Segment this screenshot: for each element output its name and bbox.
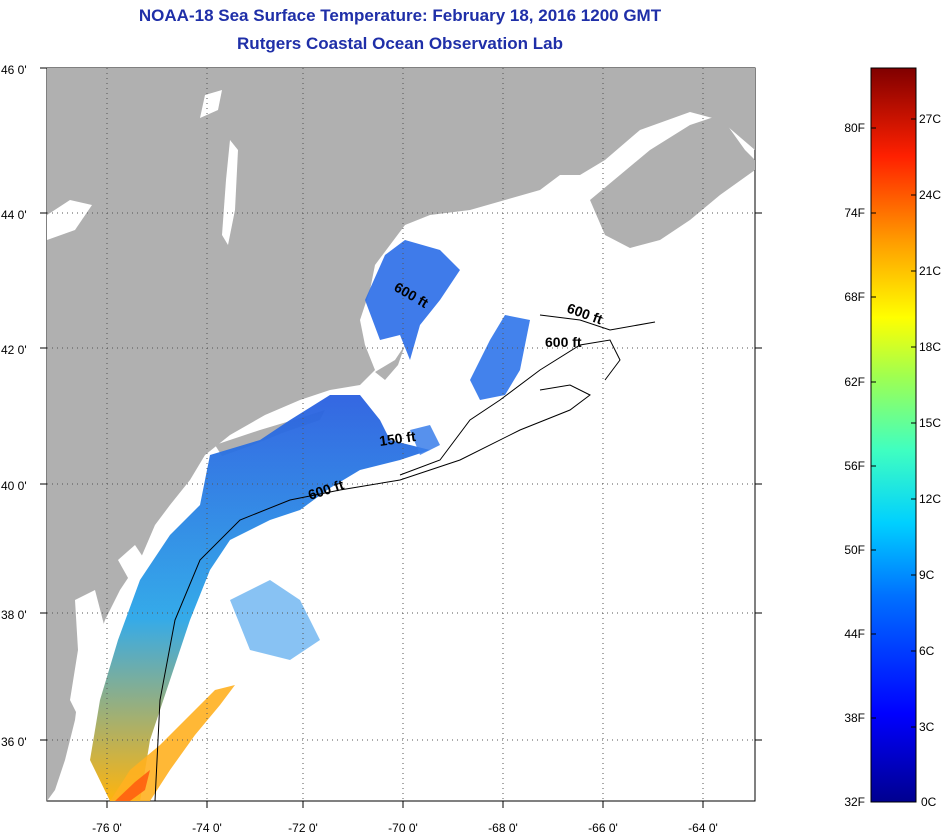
colorbar-f-62: 62F	[844, 375, 865, 389]
chesapeake-bay	[70, 590, 108, 730]
lon-label-70: -70 0'	[388, 821, 418, 835]
colorbar-c-27: 27C	[919, 112, 941, 126]
colorbar-c-ticks	[911, 118, 916, 728]
lat-label-40: 40 0'	[1, 479, 27, 493]
lat-label-46: 46 0'	[1, 63, 27, 77]
colorbar-f-32: 32F	[844, 795, 865, 809]
land-nova-scotia	[590, 115, 755, 248]
grid-lines	[47, 68, 755, 801]
lat-axis	[40, 67, 762, 741]
map-subtitle: Rutgers Coastal Ocean Observation Lab	[237, 34, 563, 53]
lake-ontario-edge	[47, 200, 92, 240]
sst-offshore-patch	[410, 425, 440, 455]
sst-gulf-of-maine	[365, 240, 460, 360]
colorbar-c-18: 18C	[919, 340, 941, 354]
sst-gulf-stream	[110, 685, 235, 801]
contour-label-4: 150 ft	[378, 428, 417, 449]
lat-label-38: 38 0'	[1, 608, 27, 622]
map-title: NOAA-18 Sea Surface Temperature: Februar…	[138, 6, 662, 25]
lon-label-76: -76 0'	[92, 821, 122, 835]
lat-label-42: 42 0'	[1, 343, 27, 357]
lon-label-68: -68 0'	[488, 821, 518, 835]
delaware-bay	[118, 545, 145, 585]
colorbar-f-56: 56F	[844, 459, 865, 473]
contour-label-3: 600 ft	[545, 334, 582, 350]
lon-label-64: -64 0'	[688, 821, 718, 835]
colorbar-f-50: 50F	[844, 543, 865, 557]
colorbar-c-0: 0C	[921, 795, 937, 809]
sst-gulf-stream-edge	[115, 770, 150, 801]
colorbar-f-68: 68F	[844, 290, 865, 304]
colorbar-c-3: 3C	[919, 720, 935, 734]
colorbar-c-15: 15C	[919, 416, 941, 430]
colorbar-f-38: 38F	[844, 711, 865, 725]
bathymetry-contours	[154, 314, 656, 802]
lon-label-66: -66 0'	[588, 821, 618, 835]
colorbar-f-80: 80F	[844, 121, 865, 135]
land-cape-cod	[375, 345, 405, 380]
lat-label-44: 44 0'	[1, 208, 27, 222]
lon-label-74: -74 0'	[192, 821, 222, 835]
sst-coastal-swath	[90, 395, 430, 801]
colorbar-c-21: 21C	[919, 264, 941, 278]
lake-small-1	[200, 90, 222, 118]
colorbar-c-12: 12C	[919, 492, 941, 506]
colorbar-f-74: 74F	[844, 206, 865, 220]
sst-scattered-south	[230, 580, 320, 660]
land-mainland	[47, 68, 755, 801]
lat-label-36: 36 0'	[1, 735, 27, 749]
lon-label-72: -72 0'	[288, 821, 318, 835]
colorbar-c-6: 6C	[919, 644, 935, 658]
colorbar-f-ticks	[871, 127, 876, 719]
colorbar-f-44: 44F	[844, 627, 865, 641]
lon-axis	[106, 801, 704, 808]
colorbar-c-9: 9C	[919, 568, 935, 582]
colorbar	[870, 67, 917, 803]
lake-champlain	[222, 140, 238, 245]
colorbar-c-24: 24C	[919, 188, 941, 202]
sst-georges-bank	[470, 315, 530, 400]
